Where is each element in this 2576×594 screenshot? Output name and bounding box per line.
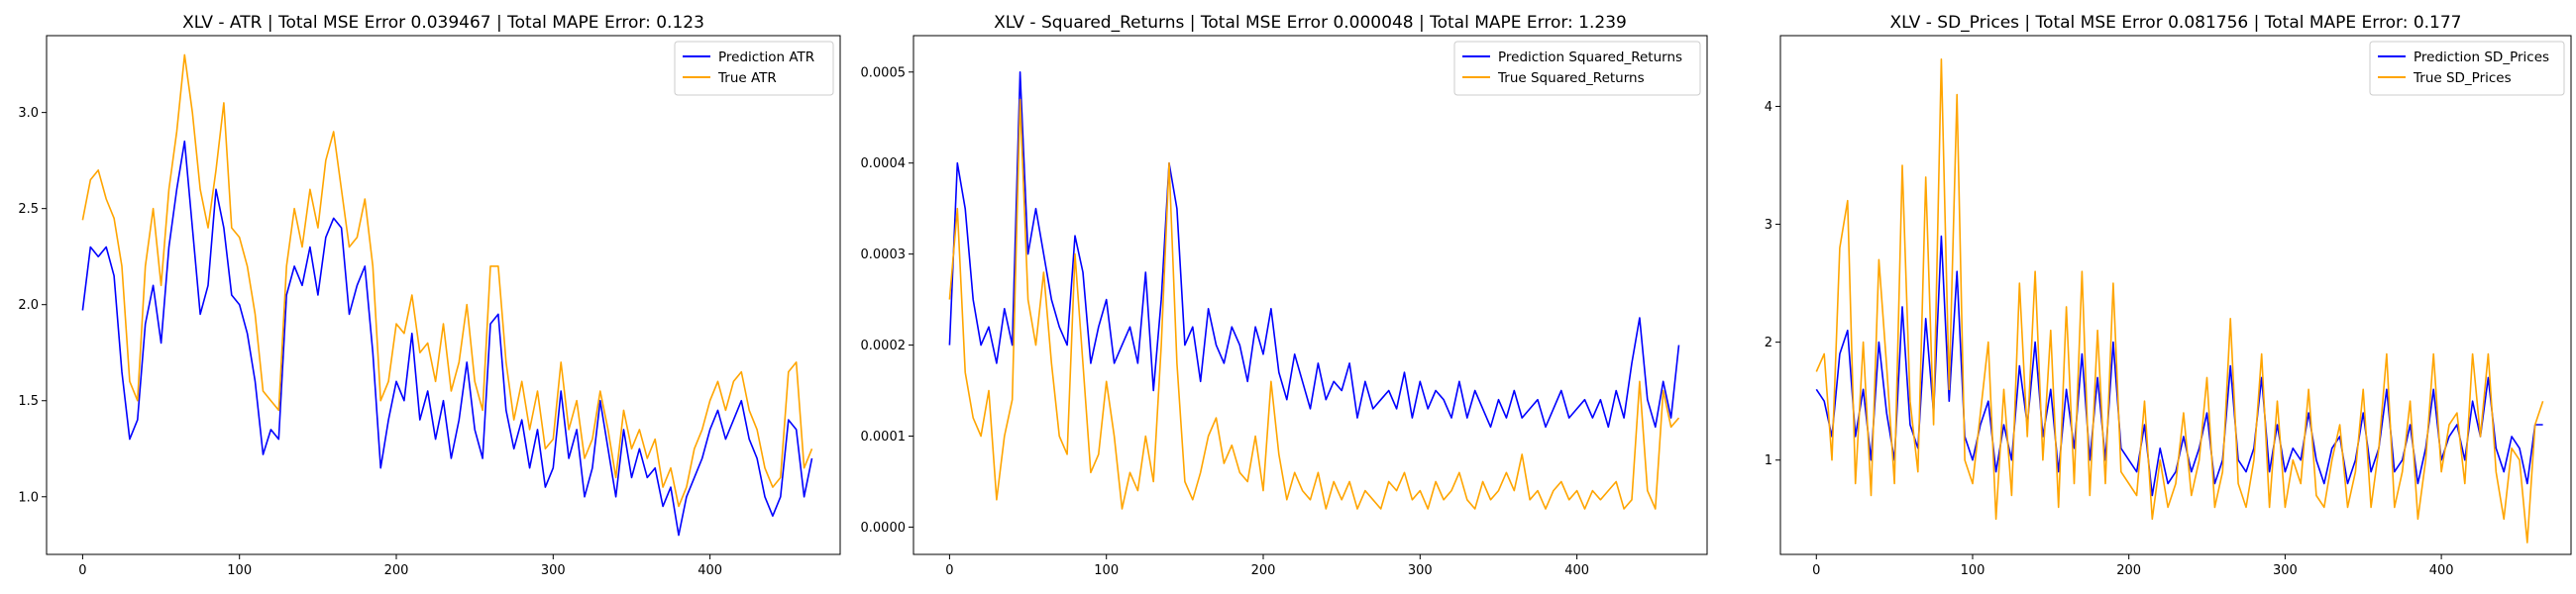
series-line-true-atr xyxy=(81,53,813,508)
y-tick-label: 0.0000 xyxy=(861,521,907,536)
plot-frame xyxy=(912,35,1708,555)
x-tick-label: 200 xyxy=(1251,563,1276,578)
x-tick-label: 300 xyxy=(2273,563,2298,578)
x-tick-label: 200 xyxy=(2116,563,2141,578)
chart-title: XLV - Squared_Returns | Total MSE Error … xyxy=(994,13,1627,33)
plot-frame xyxy=(1779,35,2572,555)
series-group xyxy=(81,53,813,537)
x-tick-label: 400 xyxy=(1564,563,1589,578)
y-tick-label: 0.0002 xyxy=(861,339,907,353)
x-tick-label: 100 xyxy=(1961,563,1986,578)
legend-box xyxy=(674,41,834,96)
series-line-prediction-atr xyxy=(81,140,813,537)
chart-1: XLV - ATR | Total MSE Error 0.039467 | T… xyxy=(18,13,841,578)
chart-2: XLV - Squared_Returns | Total MSE Error … xyxy=(861,13,1708,578)
plot-frame xyxy=(46,35,841,555)
legend-label: Prediction SD_Prices xyxy=(2414,50,2549,65)
y-tick-label: 2.0 xyxy=(18,298,39,313)
x-tick-label: 400 xyxy=(2429,563,2454,578)
x-tick-label: 100 xyxy=(227,563,252,578)
y-tick-label: 1.5 xyxy=(18,394,39,409)
y-tick-label: 0.0005 xyxy=(861,65,907,80)
series-line-true-squared-returns xyxy=(948,98,1680,510)
legend-box xyxy=(1453,41,1701,96)
y-tick-label: 0.0004 xyxy=(861,156,907,171)
chart-title: XLV - ATR | Total MSE Error 0.039467 | T… xyxy=(182,13,704,33)
y-tick-label: 1 xyxy=(1765,453,1772,468)
legend-label: True SD_Prices xyxy=(2413,70,2512,86)
x-tick-label: 0 xyxy=(945,563,953,578)
chart-title: XLV - SD_Prices | Total MSE Error 0.0817… xyxy=(1889,13,2461,33)
y-tick-label: 1.0 xyxy=(18,490,39,505)
y-tick-label: 0.0003 xyxy=(861,248,907,262)
legend-label: True ATR xyxy=(717,70,777,86)
x-tick-label: 300 xyxy=(1408,563,1433,578)
y-tick-label: 3 xyxy=(1765,218,1772,233)
chart-3: XLV - SD_Prices | Total MSE Error 0.0817… xyxy=(1765,13,2572,578)
legend: Prediction Squared_Returns True Squared_R… xyxy=(1453,41,1701,96)
x-tick-label: 400 xyxy=(698,563,722,578)
y-tick-label: 4 xyxy=(1765,100,1772,115)
series-line-prediction-squared-returns xyxy=(948,71,1680,429)
y-tick-label: 3.0 xyxy=(18,106,39,121)
y-tick-label: 0.0001 xyxy=(861,430,907,445)
legend-label: Prediction Squared_Returns xyxy=(1498,50,1682,65)
legend-label: Prediction ATR xyxy=(718,50,814,65)
x-tick-label: 0 xyxy=(1812,563,1820,578)
y-tick-label: 2.5 xyxy=(18,202,39,217)
x-tick-label: 300 xyxy=(541,563,566,578)
x-tick-label: 0 xyxy=(78,563,86,578)
x-tick-label: 100 xyxy=(1094,563,1119,578)
series-group xyxy=(948,71,1680,510)
series-line-true-sd-prices xyxy=(1815,57,2544,544)
legend-label: True Squared_Returns xyxy=(1497,70,1645,86)
legend: Prediction ATR True ATR xyxy=(674,41,834,96)
x-tick-label: 200 xyxy=(384,563,409,578)
legend: Prediction SD_Prices True SD_Prices xyxy=(2369,41,2565,96)
y-tick-label: 2 xyxy=(1765,336,1772,350)
legend-box xyxy=(2369,41,2565,96)
series-group xyxy=(1815,57,2544,544)
